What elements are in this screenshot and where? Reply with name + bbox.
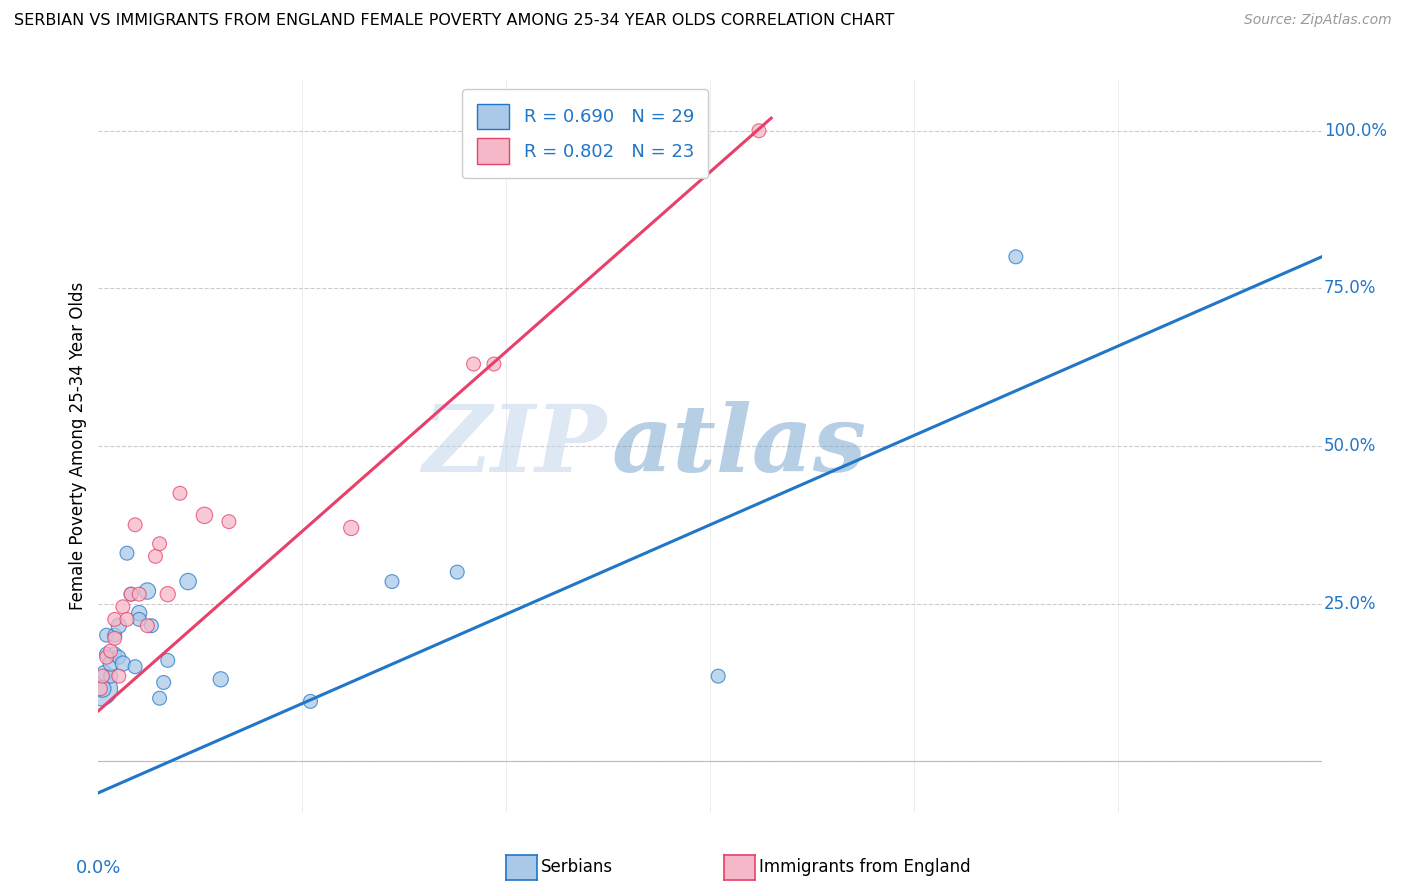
Point [1004,250,1026,264]
Point [299,694,322,708]
Point [89,681,111,696]
Point [108,650,131,665]
Point [100,669,122,683]
Point [707,669,730,683]
Point [463,357,485,371]
Point [93,665,115,680]
Point [89,681,111,696]
Point [169,486,191,500]
Point [128,612,150,626]
Point [381,574,404,589]
Text: 50.0%: 50.0% [1324,437,1376,455]
Point [100,657,122,671]
Point [149,537,172,551]
Point [145,549,167,564]
Point [104,647,127,661]
Text: 25.0%: 25.0% [1324,595,1376,613]
Point [156,587,179,601]
Point [136,618,159,632]
Point [128,606,150,620]
Point [149,691,172,706]
Text: SERBIAN VS IMMIGRANTS FROM ENGLAND FEMALE POVERTY AMONG 25-34 YEAR OLDS CORRELAT: SERBIAN VS IMMIGRANTS FROM ENGLAND FEMAL… [14,13,894,29]
Y-axis label: Female Poverty Among 25-34 Year Olds: Female Poverty Among 25-34 Year Olds [69,282,87,610]
Point [128,587,150,601]
Point [209,673,232,687]
Text: Source: ZipAtlas.com: Source: ZipAtlas.com [1244,13,1392,28]
Point [104,612,127,626]
Text: atlas: atlas [612,401,868,491]
Point [111,657,134,671]
Point [108,669,131,683]
Point [104,628,127,642]
Point [446,565,468,579]
Text: 75.0%: 75.0% [1324,279,1376,297]
Point [120,587,142,601]
Point [193,508,215,523]
Point [218,515,240,529]
Point [136,584,159,599]
Point [91,669,114,683]
Text: Immigrants from England: Immigrants from England [759,858,972,876]
Point [100,644,122,658]
Point [96,650,118,665]
Point [141,618,163,632]
Point [748,124,770,138]
Text: ZIP: ZIP [422,401,606,491]
Point [124,659,146,673]
Legend: R = 0.690   N = 29, R = 0.802   N = 23: R = 0.690 N = 29, R = 0.802 N = 23 [463,89,709,178]
Text: 100.0%: 100.0% [1324,121,1388,140]
Point [111,599,134,614]
Point [96,647,118,661]
Point [115,612,138,626]
Text: Serbians: Serbians [541,858,613,876]
Point [340,521,363,535]
Point [91,681,114,696]
Point [152,675,174,690]
Point [156,653,179,667]
Point [482,357,505,371]
Point [120,587,142,601]
Point [177,574,200,589]
Point [115,546,138,560]
Point [124,517,146,532]
Point [104,632,127,646]
Point [108,618,131,632]
Point [96,628,118,642]
Text: 0.0%: 0.0% [76,859,121,877]
